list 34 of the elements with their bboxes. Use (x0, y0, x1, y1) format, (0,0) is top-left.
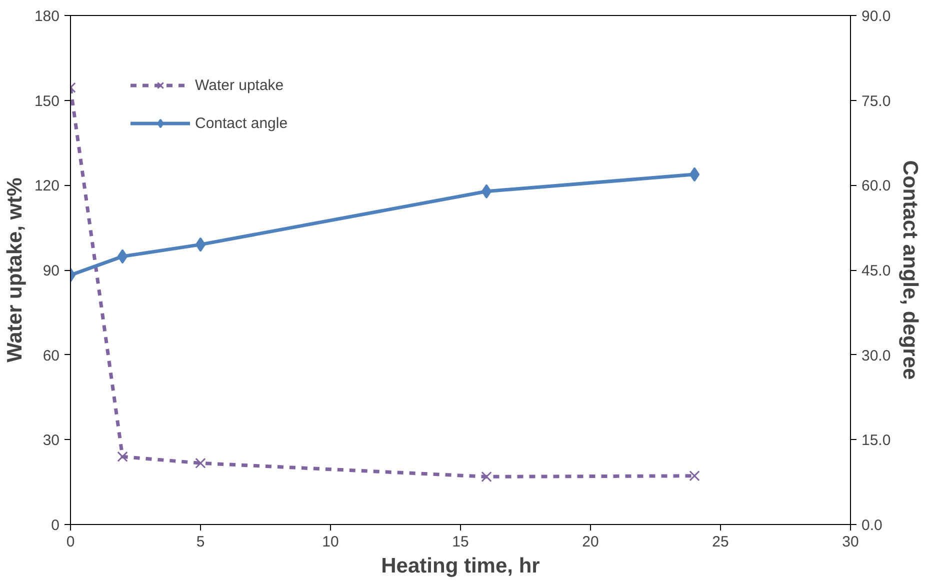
point (481, 184, 492, 199)
x-tick-label: 20 (582, 534, 599, 550)
point (689, 470, 700, 482)
y-tick-label: 0 (51, 517, 60, 534)
y2-tick-label: 75.0 (862, 92, 891, 110)
y2-tick-label: 60.0 (862, 178, 891, 195)
y2-axis-title: Contact angle, degree (898, 160, 922, 380)
y2-tick-label: 0.0 (862, 517, 882, 534)
x-tick-label: 5 (196, 534, 205, 550)
x-tick-label: 10 (322, 534, 339, 550)
y2-tick-label: 30.0 (862, 347, 891, 364)
point (117, 249, 128, 264)
y-tick-label: 90 (42, 262, 60, 280)
legend-label: Contact angle (195, 114, 288, 132)
point (117, 451, 128, 462)
point (689, 167, 700, 182)
y-tick-label: 150 (34, 92, 60, 110)
x-tick-label: 25 (712, 534, 729, 550)
y-tick-label: 120 (34, 178, 60, 195)
point (481, 471, 492, 482)
y2-tick-label: 15.0 (862, 432, 891, 450)
y-tick-label: 180 (34, 8, 60, 25)
x-axis-title: Heating time, hr (381, 554, 540, 578)
x-tick-label: 15 (452, 534, 469, 550)
y2-tick-label: 45.0 (862, 262, 891, 280)
point (195, 458, 206, 468)
x-tick-label: 0 (66, 534, 75, 550)
x-tick-label: 30 (842, 534, 859, 550)
legend-label: Water uptake (195, 76, 284, 94)
y-tick-label: 60 (42, 347, 60, 364)
y2-tick-label: 90.0 (862, 8, 891, 25)
point (195, 237, 206, 252)
y-axis-title: Water uptake, wt% (3, 177, 26, 362)
y-tick-label: 30 (42, 432, 60, 450)
